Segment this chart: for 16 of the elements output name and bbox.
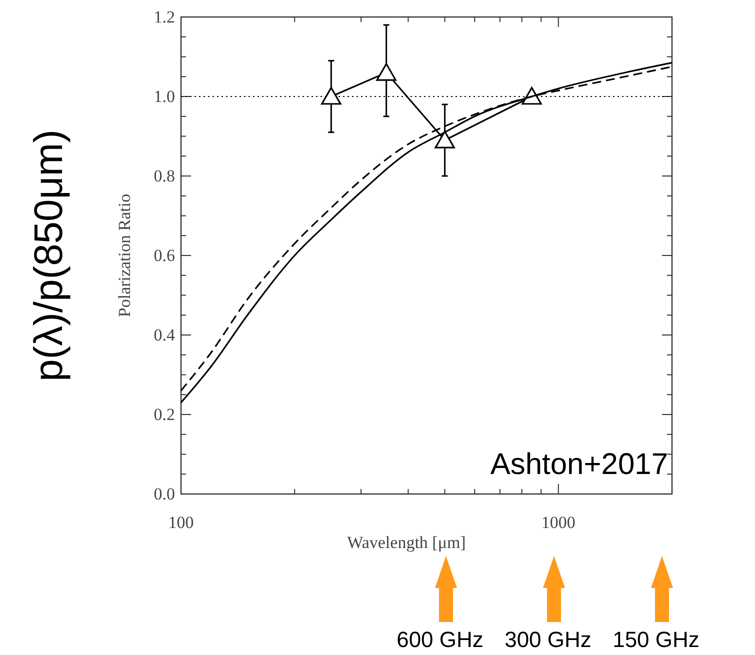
y-tick-label: 0.4 — [154, 325, 176, 344]
annotation: Ashton+2017 — [490, 448, 668, 481]
y-tick-label: 0.6 — [154, 246, 175, 265]
x-tick-label: 1000 — [541, 513, 576, 532]
y-axis-title: Polarization Ratio — [115, 194, 134, 318]
text: p(λ)/p(850μm) — [27, 130, 71, 382]
y-tick-label: 1.2 — [154, 7, 175, 26]
x-tick-label: 100 — [168, 513, 194, 532]
text: 300 GHz — [504, 627, 592, 652]
y-tick-label: 0.0 — [154, 484, 175, 504]
text: 150 GHz — [612, 627, 700, 652]
x-axis-title: Wavelength [μm] — [347, 533, 466, 552]
y-tick-label: 1.0 — [154, 86, 175, 106]
y-tick-label: 0.8 — [154, 166, 175, 186]
y-tick-label: 0.2 — [154, 404, 175, 424]
text: 600 GHz — [396, 627, 484, 652]
